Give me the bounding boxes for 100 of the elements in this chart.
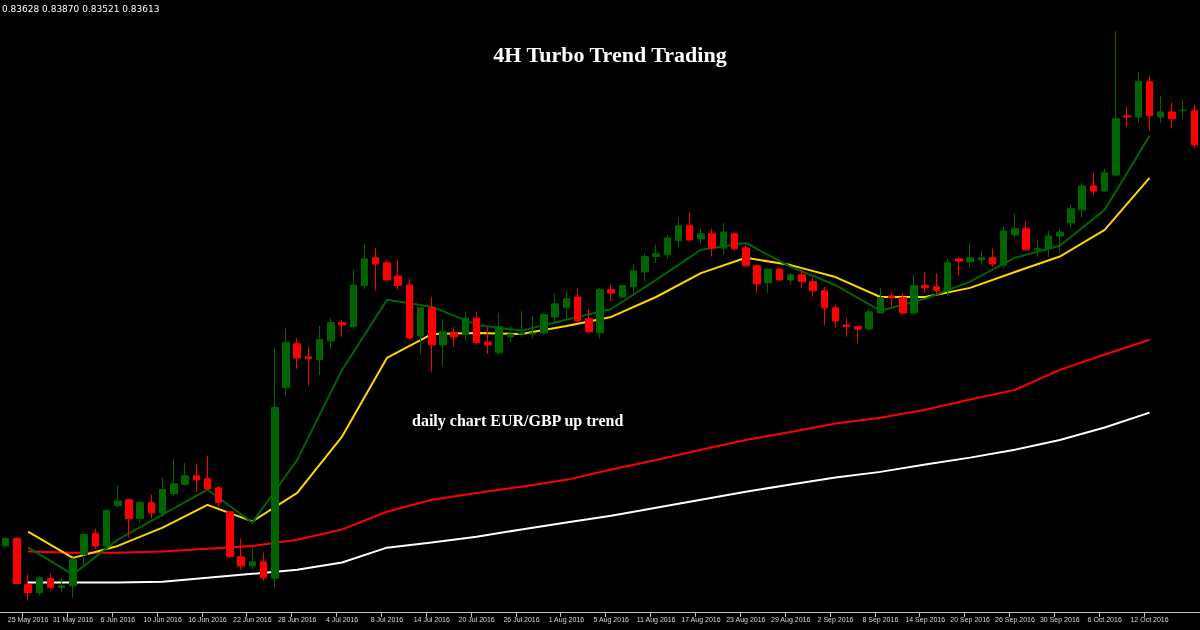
candlestick — [473, 311, 480, 346]
candlestick — [282, 327, 290, 397]
candlestick — [742, 244, 750, 268]
candlestick — [1011, 213, 1019, 239]
candlestick — [910, 274, 918, 316]
candlestick — [1045, 230, 1052, 258]
candlestick — [989, 248, 996, 268]
candlestick — [619, 284, 626, 299]
candlestick — [585, 308, 593, 334]
annotation: daily chart EUR/GBP up trend — [412, 411, 624, 430]
candlestick — [607, 284, 615, 302]
candlestick — [170, 458, 178, 497]
candlestick — [865, 308, 873, 331]
candlestick — [327, 317, 335, 350]
candlestick — [809, 277, 817, 298]
candlestick — [383, 259, 391, 283]
candlestick — [338, 319, 346, 338]
candlestick — [933, 273, 940, 296]
candlestick — [753, 264, 761, 294]
candlestick — [529, 315, 536, 339]
candlestick — [551, 293, 559, 325]
candlestick — [439, 319, 447, 367]
candlestick — [944, 258, 951, 297]
candlestick — [260, 552, 267, 582]
candlestick — [136, 500, 144, 524]
candlestick — [1179, 99, 1187, 120]
candlestick — [1000, 226, 1007, 269]
candlestick — [350, 269, 357, 330]
candlestick — [406, 278, 413, 341]
candlestick — [114, 485, 122, 509]
candlestick — [764, 267, 772, 294]
candlestick — [843, 317, 850, 338]
candlestick — [507, 325, 514, 344]
candlestick — [832, 304, 839, 329]
candlestick — [966, 242, 974, 268]
candlestick — [58, 577, 65, 594]
candlestick — [1123, 105, 1131, 128]
candlestick — [776, 267, 783, 283]
text: 4H Turbo Trend Trading — [493, 41, 727, 67]
candlestick — [293, 337, 301, 370]
candlestick — [888, 292, 895, 308]
candlestick — [249, 548, 256, 571]
candlestick — [1135, 71, 1142, 124]
candlestick — [731, 231, 738, 252]
candlestick — [1078, 182, 1086, 219]
candlestick — [394, 259, 402, 291]
candlestick — [1157, 95, 1164, 124]
candlestick — [484, 326, 492, 355]
candlestick — [193, 463, 200, 493]
candlestick — [574, 288, 581, 323]
candlestick — [1112, 30, 1120, 178]
candlestick — [1034, 239, 1041, 258]
candlestick — [1146, 75, 1153, 132]
candlestick — [462, 311, 469, 342]
candlestick — [787, 272, 794, 286]
candlestick — [821, 286, 828, 326]
candlestick — [720, 222, 727, 256]
candlestick — [641, 253, 649, 283]
candlestick — [103, 508, 110, 547]
candlestick — [675, 217, 682, 248]
candlestick — [978, 250, 985, 266]
candlestick — [1056, 228, 1064, 254]
candlestick — [428, 296, 436, 373]
candlestick — [372, 247, 379, 292]
candlestick — [1022, 221, 1030, 252]
candlestick — [652, 244, 660, 264]
candlestick — [305, 346, 312, 387]
candlestick — [417, 307, 424, 356]
candlestick — [215, 485, 222, 508]
candlestick — [204, 455, 211, 491]
candlestick — [24, 573, 32, 602]
candlestick — [181, 462, 189, 487]
candlestick — [899, 292, 907, 316]
candlestick — [47, 573, 54, 591]
candlestick — [1067, 203, 1075, 229]
candlestick — [540, 312, 548, 336]
candlestick — [518, 310, 525, 338]
candlestick — [2, 536, 9, 549]
candlestick — [877, 287, 884, 315]
candlestick — [955, 257, 963, 277]
candlestick — [630, 263, 637, 296]
candlestick — [92, 528, 99, 550]
candlestick — [1168, 102, 1176, 129]
candlestick — [686, 211, 693, 242]
text: 0.83628 0.83870 0.83521 0.83613 — [2, 3, 160, 14]
candlestick — [1090, 172, 1097, 196]
candlestick — [13, 536, 21, 586]
candlestick — [495, 312, 503, 356]
candlestick — [921, 271, 929, 294]
candlestick — [854, 325, 862, 344]
candlestick — [708, 228, 716, 258]
candlestick — [596, 287, 604, 340]
candlestick — [450, 326, 458, 348]
candlestick — [361, 243, 368, 290]
candlestick — [798, 269, 806, 289]
candlestick — [125, 498, 133, 538]
candlestick — [697, 227, 705, 246]
candlestick — [563, 290, 570, 319]
candlestick — [316, 325, 323, 376]
candlestick — [159, 477, 166, 518]
